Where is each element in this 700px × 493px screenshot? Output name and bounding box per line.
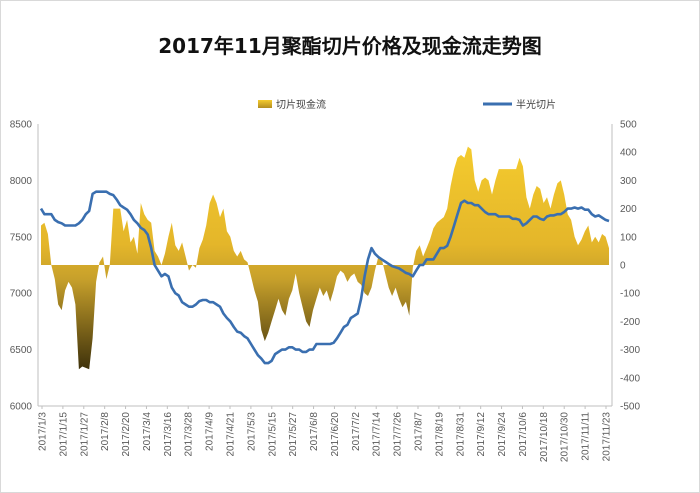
x-tick-label: 2017/10/6 [518, 412, 529, 457]
x-tick-label: 2017/11/23 [602, 412, 613, 462]
x-tick-label: 2017/8/7 [414, 412, 425, 451]
x-tick-label: 2017/5/3 [246, 412, 257, 451]
x-tick-label: 2017/4/21 [226, 412, 237, 457]
x-tick-label: 2017/7/14 [372, 412, 383, 457]
legend: 切片现金流 半光切片 [258, 98, 556, 111]
x-tick-label: 2017/5/15 [267, 412, 278, 457]
y-left-tick-label: 7000 [10, 289, 33, 300]
x-tick-label: 2017/3/16 [163, 412, 174, 457]
y-right-tick-label: 100 [620, 232, 637, 243]
x-tick-label: 2017/8/31 [455, 412, 466, 457]
legend-label-price: 半光切片 [516, 98, 556, 111]
y-left-tick-label: 8000 [10, 176, 33, 187]
y-right-tick-label: -500 [620, 402, 640, 413]
x-tick-label: 2017/3/28 [184, 412, 195, 457]
x-tick-label: 2017/5/27 [288, 412, 299, 457]
y-left-tick-label: 6000 [10, 402, 33, 413]
series-cashflow-area [41, 146, 609, 370]
x-tick-label: 2017/2/8 [100, 412, 111, 451]
x-tick-label: 2017/11/11 [581, 412, 592, 461]
x-tick-label: 2017/6/20 [330, 412, 341, 457]
x-tick-label: 2017/1/3 [38, 412, 49, 451]
x-tick-label: 2017/1/27 [79, 412, 90, 457]
y-right-tick-label: -100 [620, 289, 640, 300]
y-left-tick-label: 6500 [10, 345, 33, 356]
x-tick-label: 2017/4/9 [205, 412, 216, 451]
y-right-tick-label: 400 [620, 148, 637, 159]
y-right-tick-label: 300 [620, 176, 637, 187]
chart-title: 2017年11月聚酯切片价格及现金流走势图 [158, 34, 542, 58]
y-right-tick-label: -300 [620, 345, 640, 356]
x-tick-label: 2017/7/26 [393, 412, 404, 457]
legend-swatch-cashflow [258, 100, 272, 108]
y-right-tick-label: -400 [620, 373, 640, 384]
x-tick-label: 2017/7/2 [351, 412, 362, 451]
x-tick-label: 2017/9/12 [476, 412, 487, 457]
y-left-tick-label: 7500 [10, 232, 33, 243]
x-tick-label: 2017/10/30 [560, 412, 571, 462]
plot-area: 6000 6500 7000 7500 8000 8500 -500 -400 -300 -200… [10, 120, 641, 463]
x-tick-label: 2017/2/20 [121, 412, 132, 457]
legend-label-cashflow: 切片现金流 [276, 98, 326, 111]
x-tick-label: 2017/10/18 [539, 412, 550, 462]
series-price-line [39, 190, 610, 365]
y-left-tick-label: 8500 [10, 120, 33, 131]
y-right-tick-label: 200 [620, 204, 637, 215]
y-right-tick-label: -200 [620, 317, 640, 328]
x-tick-label: 2017/8/19 [434, 412, 445, 457]
x-tick-label: 2017/6/8 [309, 412, 320, 451]
x-tick-label: 2017/3/4 [142, 412, 153, 451]
x-tick-label: 2017/1/15 [58, 412, 69, 457]
y-right-tick-label: 500 [620, 120, 637, 131]
y-right-tick-label: 0 [620, 261, 626, 272]
x-tick-label: 2017/9/24 [497, 412, 508, 457]
